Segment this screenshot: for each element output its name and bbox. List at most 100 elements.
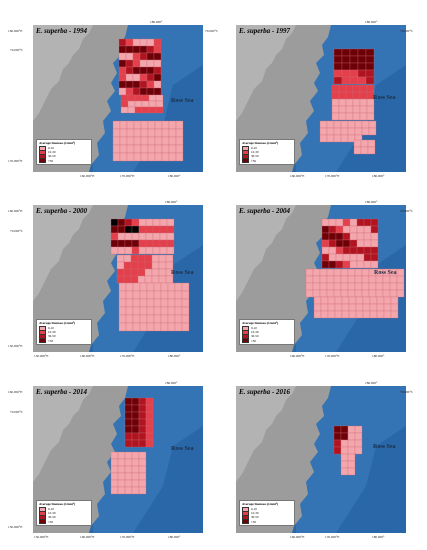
survey-cell	[132, 298, 141, 308]
survey-cell	[341, 48, 351, 57]
survey-cell	[333, 120, 342, 129]
survey-cell	[361, 127, 370, 136]
survey-cell	[144, 268, 153, 277]
survey-cell	[333, 439, 342, 448]
survey-cell	[347, 453, 356, 462]
survey-cell	[120, 100, 129, 108]
survey-cell	[124, 397, 133, 406]
survey-cell	[146, 45, 155, 54]
survey-cell	[333, 275, 342, 284]
survey-cell	[167, 314, 176, 324]
survey-cell	[160, 282, 169, 292]
land-relief	[33, 386, 93, 482]
legend-label: 0-10	[48, 507, 54, 512]
survey-cell	[338, 105, 347, 114]
survey-cell	[133, 136, 142, 146]
survey-cell	[159, 232, 168, 241]
survey-cell	[110, 218, 119, 227]
survey-cell	[326, 120, 335, 129]
survey-cell	[160, 322, 169, 332]
survey-cell	[130, 275, 139, 284]
survey-cell	[390, 303, 399, 312]
survey-cell	[375, 289, 384, 298]
survey-cell	[321, 253, 330, 262]
survey-cell	[124, 439, 133, 448]
survey-cell	[370, 246, 379, 255]
survey-cell	[165, 254, 174, 263]
survey-cell	[357, 48, 367, 57]
survey-cell	[161, 152, 170, 162]
panel-title: E. superba - 1994	[36, 27, 87, 35]
survey-cell	[155, 100, 164, 108]
survey-cell	[133, 144, 142, 154]
survey-cell	[396, 282, 405, 291]
survey-cell	[118, 45, 127, 54]
survey-cell	[333, 62, 343, 71]
survey-cell	[356, 246, 365, 255]
survey-cell	[127, 94, 136, 102]
legend-entry: >50	[242, 158, 292, 164]
survey-cell	[132, 52, 141, 61]
survey-cell	[125, 314, 134, 324]
survey-cell	[132, 290, 141, 300]
survey-cell	[124, 425, 133, 434]
survey-cell	[147, 152, 156, 162]
tick-label: 180.000°	[150, 20, 163, 24]
survey-cell	[119, 120, 128, 130]
survey-cell	[331, 84, 340, 93]
survey-cell	[125, 45, 134, 54]
survey-cell	[181, 298, 190, 308]
survey-cell	[383, 296, 392, 305]
survey-cell	[340, 439, 349, 448]
survey-cell	[167, 322, 176, 332]
survey-cell	[159, 225, 168, 234]
survey-cell	[125, 322, 134, 332]
tick-label: 70.000°S	[400, 390, 413, 394]
land-relief	[33, 25, 93, 121]
legend-swatch	[242, 519, 249, 525]
survey-cell	[174, 290, 183, 300]
survey-cell	[153, 282, 162, 292]
survey-cell	[112, 120, 121, 130]
survey-cell	[342, 253, 351, 262]
tick-label: 160.000°E	[80, 535, 95, 539]
survey-cell	[342, 232, 351, 241]
survey-cell	[361, 268, 370, 277]
survey-cell	[133, 152, 142, 162]
legend-entry: >50	[39, 338, 89, 344]
survey-cell	[167, 290, 176, 300]
survey-cell	[124, 479, 133, 488]
survey-cell	[349, 225, 358, 234]
legend-label: 10-30	[251, 150, 259, 155]
survey-cell	[335, 225, 344, 234]
survey-cell	[141, 100, 150, 108]
survey-cell	[321, 232, 330, 241]
ross-sea-label: Ross Sea	[373, 444, 396, 450]
survey-cell	[335, 239, 344, 248]
survey-cell	[359, 84, 368, 93]
survey-cell	[145, 239, 154, 248]
survey-cell	[154, 152, 163, 162]
survey-cell	[119, 128, 128, 138]
survey-cell	[341, 303, 350, 312]
survey-cell	[356, 232, 365, 241]
survey-cell	[119, 136, 128, 146]
survey-cell	[123, 261, 132, 270]
survey-cell	[349, 260, 358, 269]
survey-cell	[333, 446, 342, 455]
survey-cell	[369, 303, 378, 312]
survey-cell	[175, 144, 184, 154]
survey-cell	[126, 144, 135, 154]
survey-cell	[328, 260, 337, 269]
survey-cell	[117, 246, 126, 255]
survey-cell	[117, 465, 126, 474]
survey-cell	[144, 261, 153, 270]
survey-cell	[138, 225, 147, 234]
map-canvas-1994	[33, 25, 203, 172]
survey-cell	[333, 127, 342, 136]
survey-cell	[369, 310, 378, 319]
survey-cell	[146, 282, 155, 292]
survey-cell	[125, 38, 134, 47]
survey-cell	[151, 268, 160, 277]
survey-cell	[138, 404, 147, 413]
